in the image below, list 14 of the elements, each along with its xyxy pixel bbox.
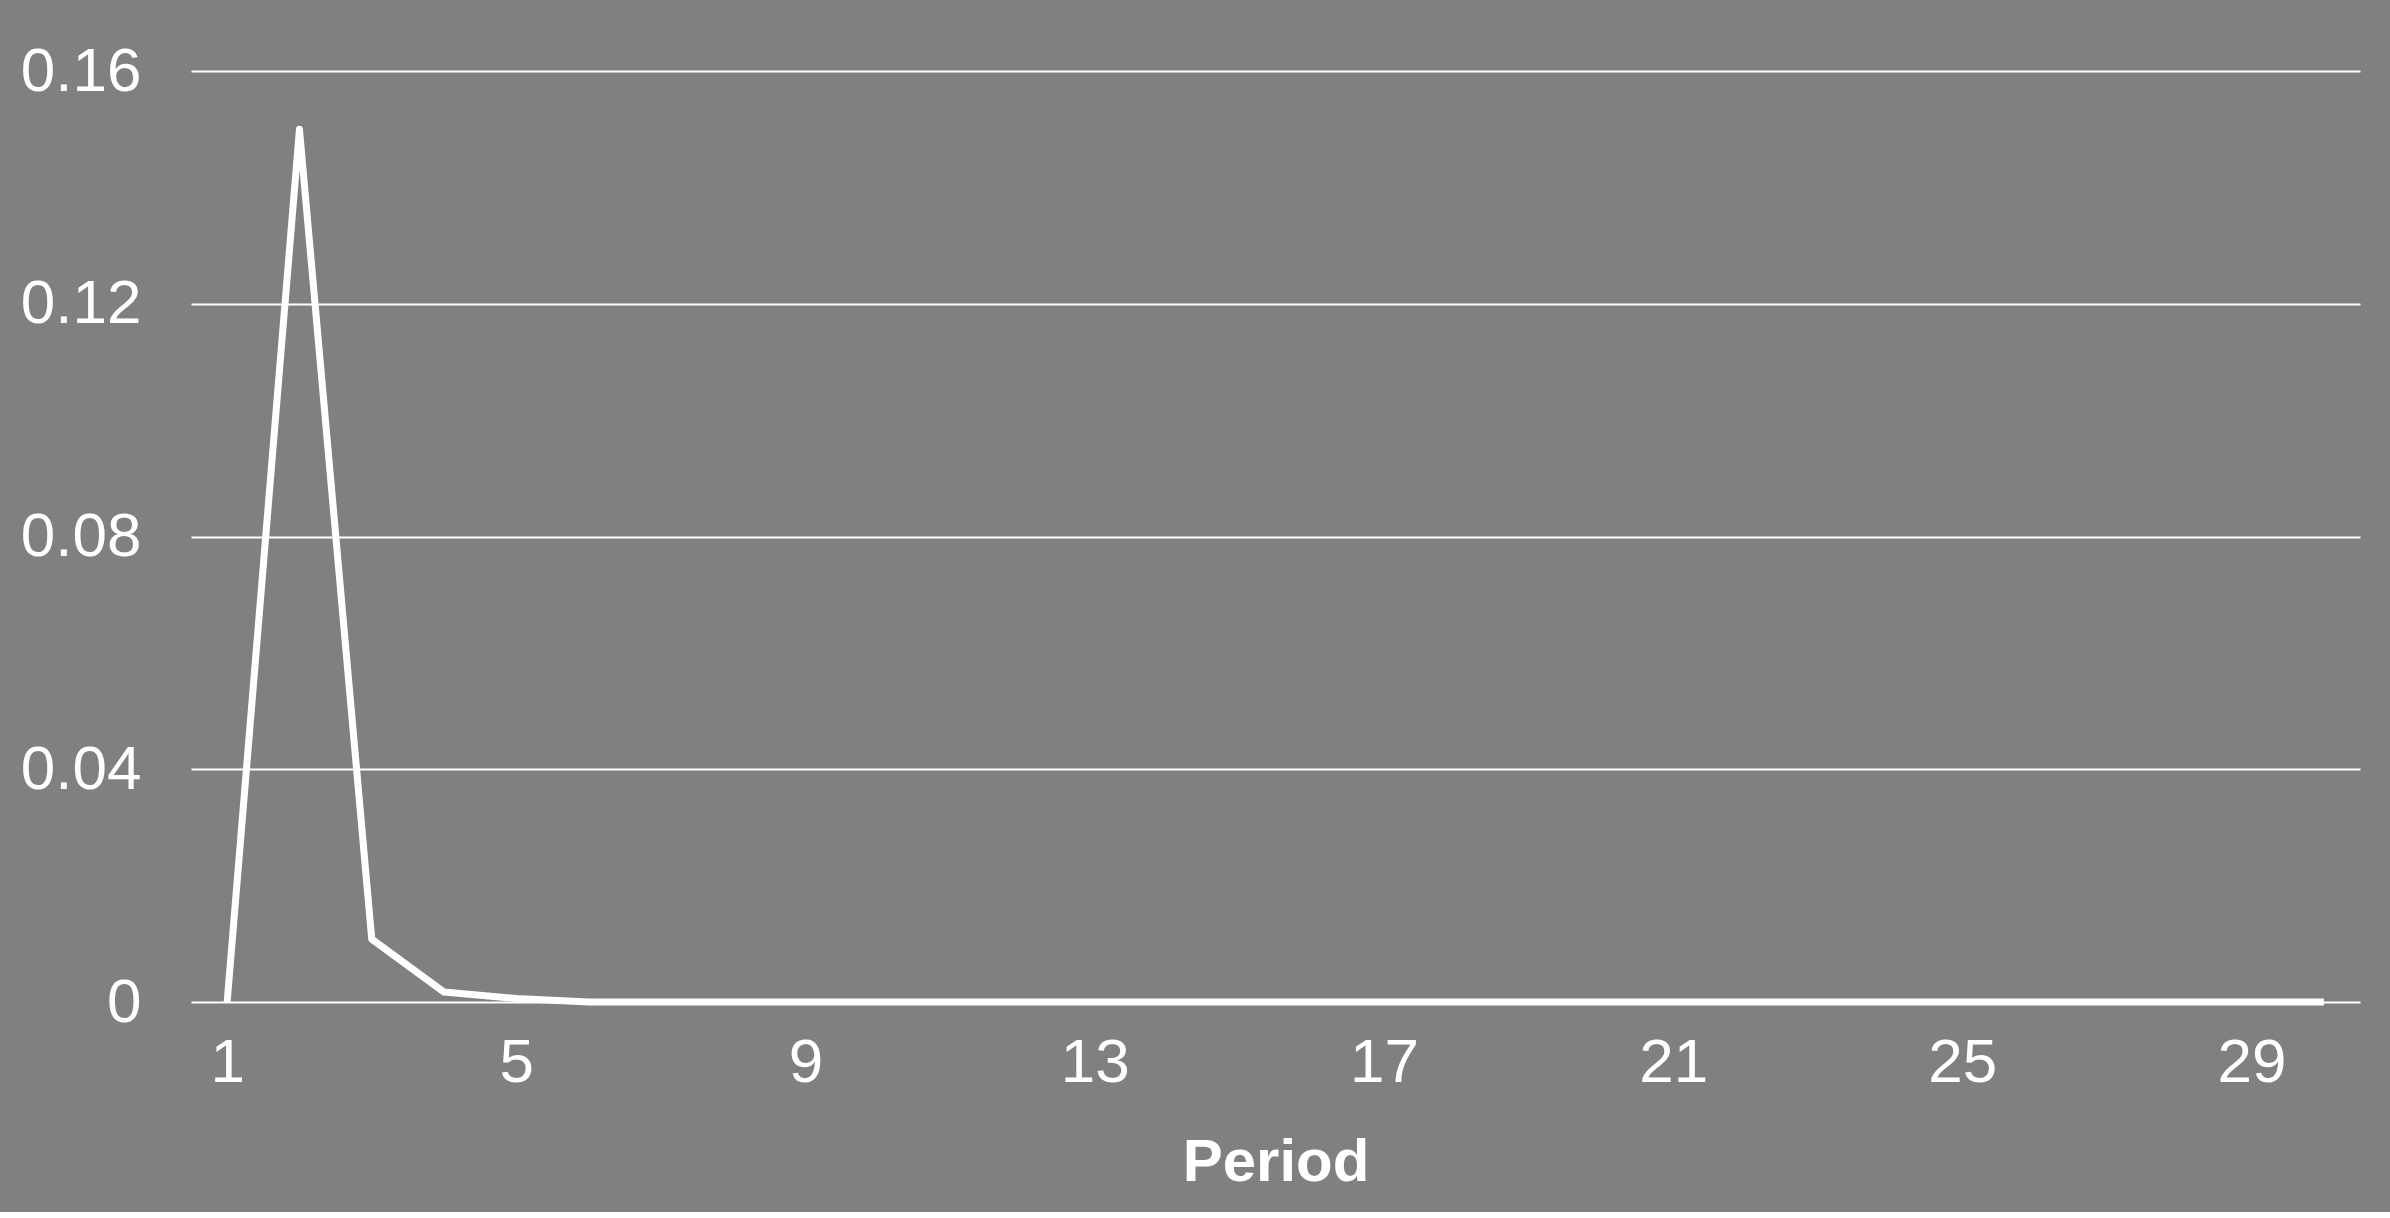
x-tick-label: 21 <box>1639 1025 1709 1095</box>
y-tick-label: 0.16 <box>20 34 142 104</box>
x-tick-label: 9 <box>788 1025 824 1095</box>
x-tick-label: 29 <box>2217 1025 2287 1095</box>
y-tick-label: 0.08 <box>20 500 142 569</box>
x-tick-label: 13 <box>1060 1025 1130 1095</box>
y-tick-label: 0.12 <box>20 267 142 337</box>
x-tick-label: 1 <box>210 1025 245 1095</box>
x-tick-label: 5 <box>499 1025 535 1095</box>
y-tick-label: 0.04 <box>20 732 142 802</box>
x-axis-title: Period <box>1182 1126 1370 1194</box>
x-tick-label: 25 <box>1928 1025 1998 1095</box>
y-tick-label: 0 <box>107 965 142 1035</box>
x-tick-label: 17 <box>1349 1025 1419 1095</box>
